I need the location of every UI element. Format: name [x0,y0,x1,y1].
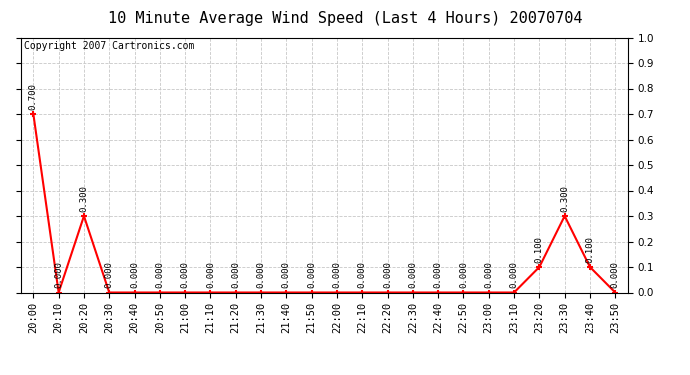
Text: 0.300: 0.300 [79,185,88,212]
Text: Copyright 2007 Cartronics.com: Copyright 2007 Cartronics.com [23,41,194,51]
Text: 0.000: 0.000 [307,261,316,288]
Text: 0.100: 0.100 [535,236,544,263]
Text: 0.000: 0.000 [433,261,443,288]
Text: 0.000: 0.000 [257,261,266,288]
Text: 0.000: 0.000 [333,261,342,288]
Text: 0.000: 0.000 [105,261,114,288]
Text: 0.000: 0.000 [459,261,468,288]
Text: 0.000: 0.000 [282,261,291,288]
Text: 0.000: 0.000 [509,261,519,288]
Text: 0.300: 0.300 [560,185,569,212]
Text: 0.000: 0.000 [611,261,620,288]
Text: 0.000: 0.000 [484,261,493,288]
Text: 0.000: 0.000 [54,261,63,288]
Text: 10 Minute Average Wind Speed (Last 4 Hours) 20070704: 10 Minute Average Wind Speed (Last 4 Hou… [108,11,582,26]
Text: 0.000: 0.000 [357,261,367,288]
Text: 0.000: 0.000 [383,261,392,288]
Text: 0.000: 0.000 [206,261,215,288]
Text: 0.000: 0.000 [130,261,139,288]
Text: 0.700: 0.700 [29,83,38,110]
Text: 0.100: 0.100 [585,236,595,263]
Text: 0.000: 0.000 [408,261,417,288]
Text: 0.000: 0.000 [155,261,164,288]
Text: 0.000: 0.000 [231,261,240,288]
Text: 0.000: 0.000 [181,261,190,288]
